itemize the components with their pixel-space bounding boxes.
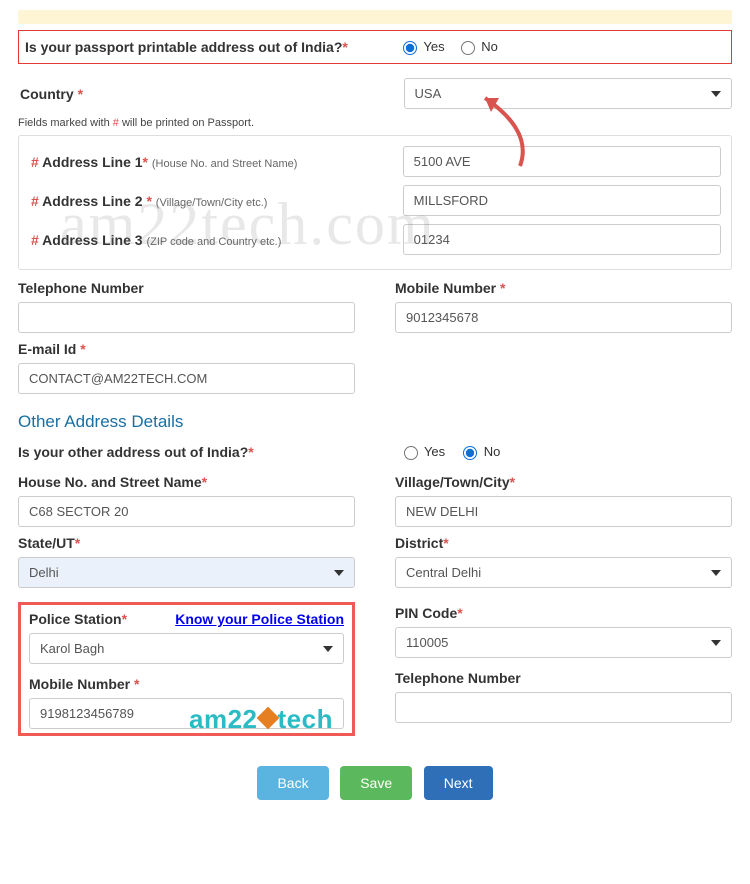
top-banner [18,10,732,24]
other-address-no-radio[interactable] [463,446,477,460]
email-input[interactable] [18,363,355,394]
police-station-select[interactable]: Karol Bagh [29,633,344,664]
other-mobile-label: Mobile Number * [29,676,344,692]
passport-address-yes-option[interactable]: Yes [403,39,445,55]
telephone-input[interactable] [18,302,355,333]
passport-address-question-box: Is your passport printable address out o… [18,30,732,64]
next-button[interactable]: Next [424,766,493,800]
passport-address-no-radio[interactable] [461,41,475,55]
know-police-station-link[interactable]: Know your Police Station [175,611,344,627]
other-telephone-label: Telephone Number [395,670,732,686]
other-address-yes-option[interactable]: Yes [404,444,446,460]
other-mobile-input[interactable] [29,698,344,729]
country-label: Country * [18,86,404,102]
addr3-label: # Address Line 3 (ZIP code and Country e… [29,232,403,248]
no-label: No [484,444,501,459]
house-input[interactable] [18,496,355,527]
yes-label: Yes [423,39,444,54]
police-mobile-highlight-box: Police Station* Know your Police Station… [18,602,355,736]
district-select[interactable]: Central Delhi [395,557,732,588]
passport-address-question-label: Is your passport printable address out o… [25,39,403,55]
passport-address-yes-radio[interactable] [403,41,417,55]
save-button[interactable]: Save [340,766,412,800]
email-label: E-mail Id * [18,341,355,357]
mobile-input[interactable] [395,302,732,333]
mobile-label: Mobile Number * [395,280,732,296]
fields-note: Fields marked with # will be printed on … [18,117,732,129]
addr2-label: # Address Line 2 * (Village/Town/City et… [29,193,403,209]
village-label: Village/Town/City* [395,474,732,490]
passport-address-radio-group: Yes No [403,39,512,55]
other-address-no-option[interactable]: No [463,444,500,460]
printable-address-block: # Address Line 1* (House No. and Street … [18,135,732,270]
addr3-input[interactable] [403,224,721,255]
village-input[interactable] [395,496,732,527]
back-button[interactable]: Back [257,766,328,800]
addr1-label: # Address Line 1* (House No. and Street … [29,154,403,170]
country-row: Country * USA [18,78,732,109]
passport-address-no-option[interactable]: No [461,39,498,55]
addr1-input[interactable] [403,146,721,177]
no-label: No [481,39,498,54]
house-label: House No. and Street Name* [18,474,355,490]
other-telephone-input[interactable] [395,692,732,723]
other-address-question-label: Is your other address out of India?* [18,444,404,460]
pin-label: PIN Code* [395,605,732,621]
other-address-section-title: Other Address Details [18,412,732,432]
police-label: Police Station* Know your Police Station [29,611,344,627]
district-label: District* [395,535,732,551]
country-select[interactable]: USA [404,78,732,109]
telephone-label: Telephone Number [18,280,355,296]
yes-label: Yes [424,444,445,459]
addr2-input[interactable] [403,185,721,216]
other-address-question-row: Is your other address out of India?* Yes… [18,444,732,460]
other-address-yes-radio[interactable] [404,446,418,460]
button-row: Back Save Next [18,766,732,800]
state-label: State/UT* [18,535,355,551]
state-select[interactable]: Delhi [18,557,355,588]
pin-select[interactable]: 110005 [395,627,732,658]
